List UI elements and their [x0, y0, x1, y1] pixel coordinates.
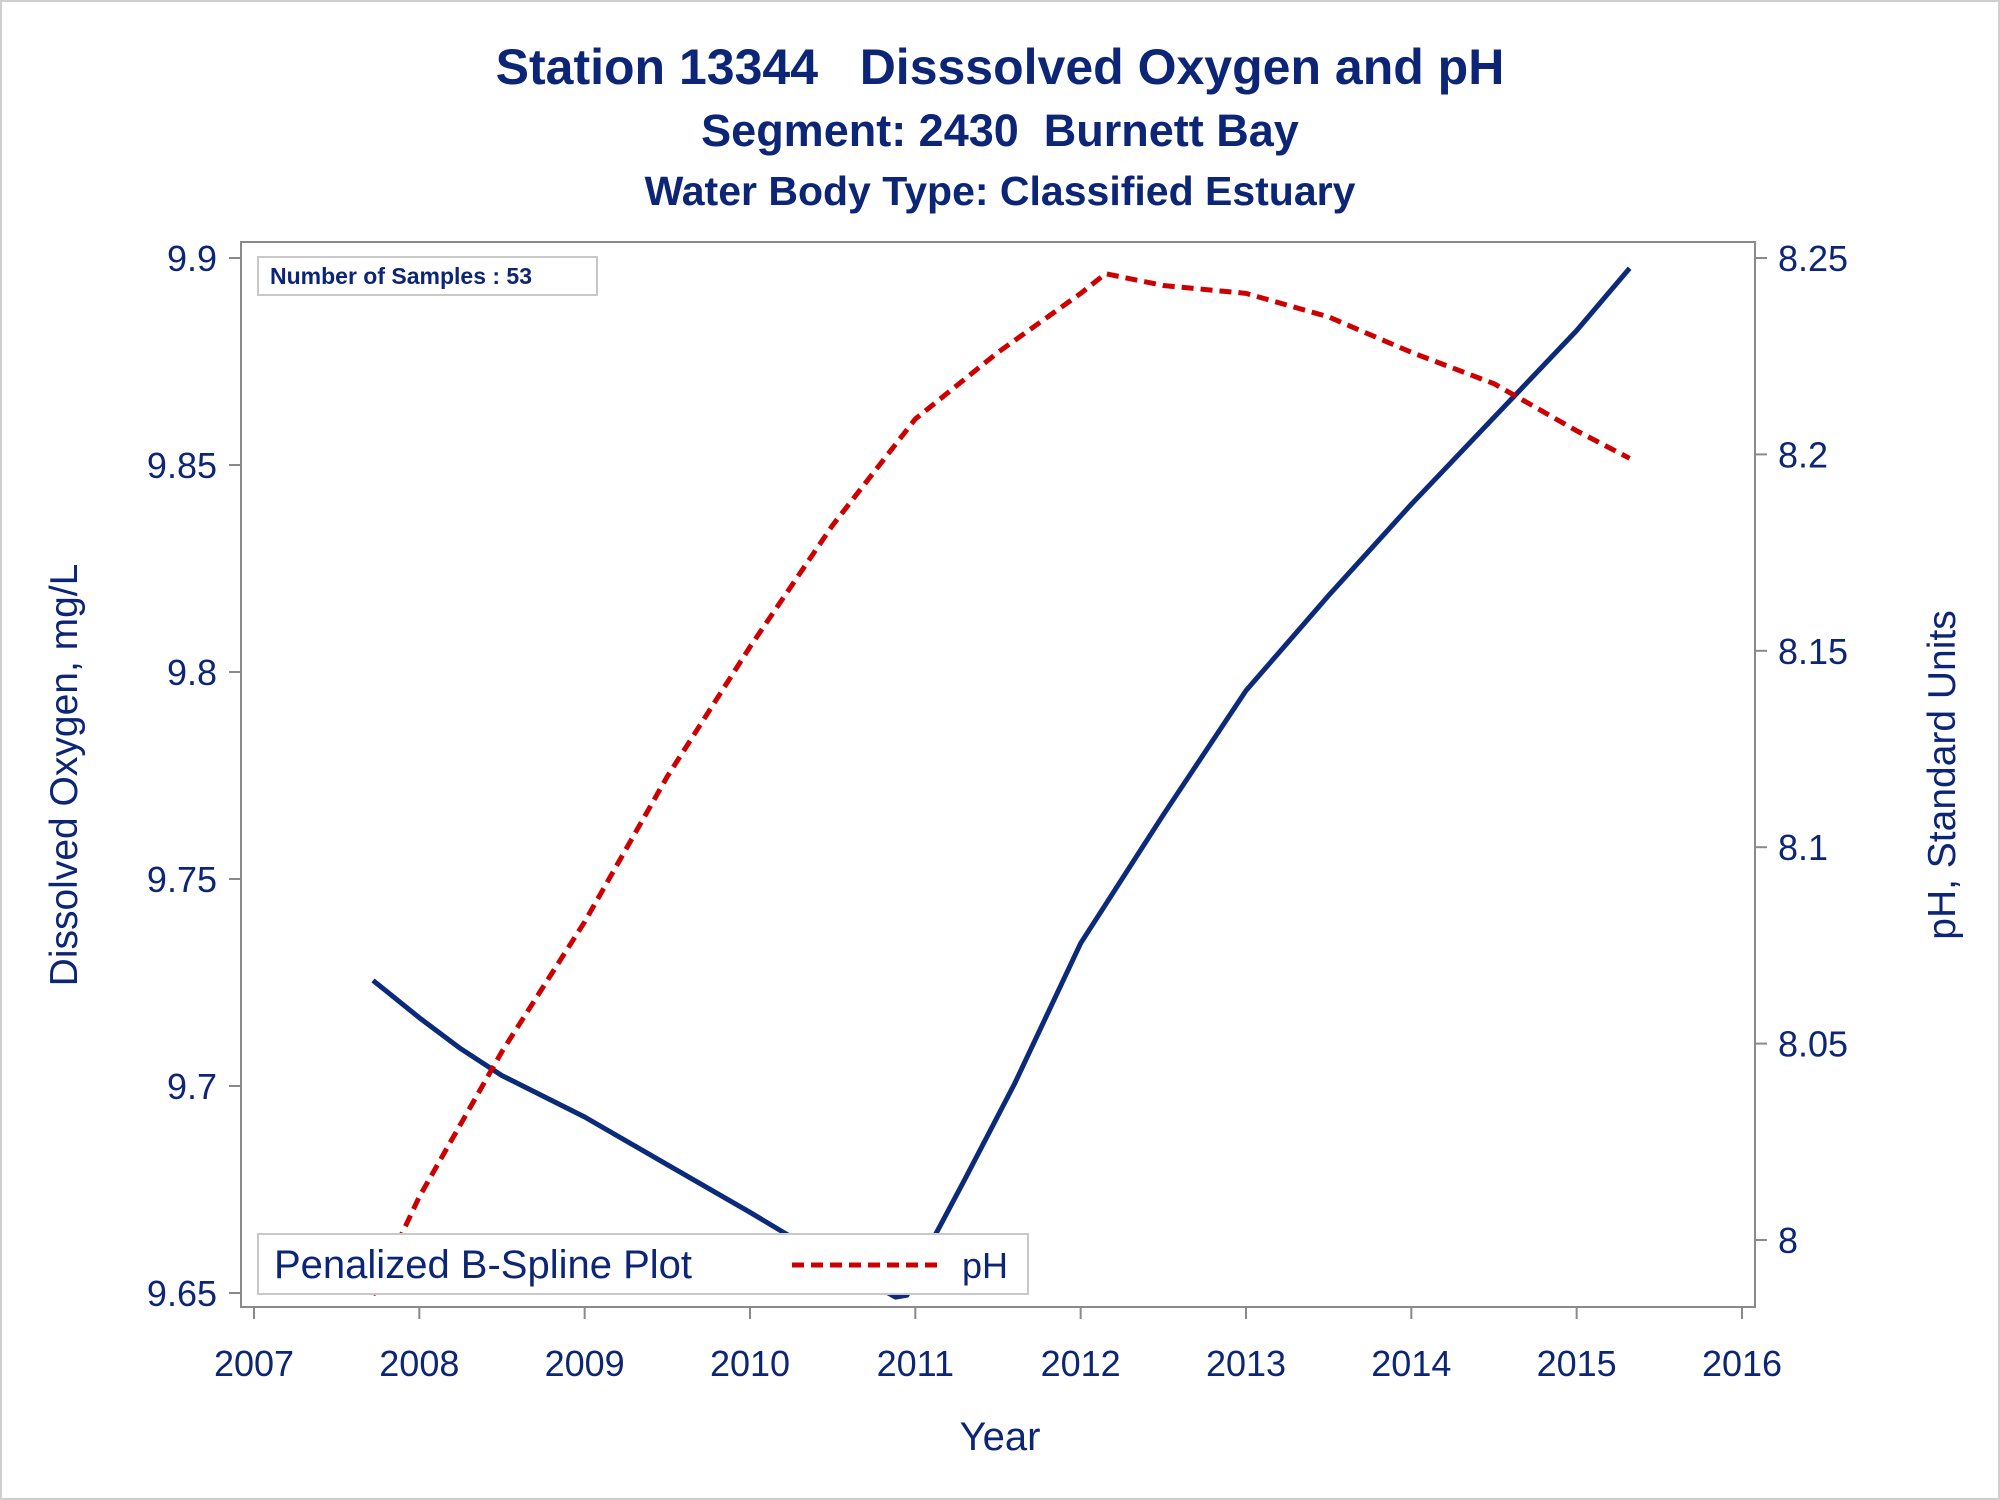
x-tick-label-2012: 2012 [1041, 1343, 1121, 1384]
y-right-tick-label-8.05: 8.05 [1778, 1024, 1848, 1065]
y-left-tick-label-9.75: 9.75 [147, 859, 217, 900]
chart-subtitle-segment: Segment: 2430 Burnett Bay [701, 105, 1299, 156]
y-left-tick-label-9.8: 9.8 [167, 652, 217, 693]
y-left-tick-label-9.65: 9.65 [147, 1273, 217, 1314]
legend-entry-ph: pH [962, 1245, 1008, 1286]
x-tick-label-2016: 2016 [1702, 1343, 1782, 1384]
legend-frame [257, 1233, 1029, 1295]
x-tick-label-2008: 2008 [379, 1343, 459, 1384]
y-left-tick-label-9.7: 9.7 [167, 1066, 217, 1107]
y-right-tick-label-8.2: 8.2 [1778, 434, 1828, 475]
y-axis-left-label: Dissolved Oxygen, mg/L [43, 564, 86, 987]
chart-subtitle-water-body: Water Body Type: Classified Estuary [644, 168, 1356, 214]
y-axis-left: 9.65 9.7 9.75 9.8 9.85 9.9 [147, 238, 241, 1314]
plot-area [240, 241, 1756, 1308]
y-right-tick-label-8.15: 8.15 [1778, 631, 1848, 672]
x-axis: 2007 2008 2009 2010 2011 2012 2013 2014 2015 2016 [214, 1307, 1782, 1384]
sample-count-box: Number of Samples : 53 [257, 256, 598, 296]
legend: Penalized B-Spline Plot pH [257, 1233, 1029, 1295]
x-tick-label-2011: 2011 [877, 1343, 954, 1384]
y-left-tick-label-9.85: 9.85 [147, 445, 217, 486]
x-tick-label-2009: 2009 [545, 1343, 625, 1384]
y-right-tick-label-8: 8 [1778, 1220, 1798, 1261]
x-tick-label-2014: 2014 [1371, 1343, 1451, 1384]
chart-title: Station 13344 Disssolved Oxygen and pH [495, 39, 1505, 95]
x-tick-label-2013: 2013 [1206, 1343, 1286, 1384]
x-axis-label: Year [960, 1415, 1041, 1459]
x-tick-label-2007: 2007 [214, 1343, 294, 1384]
sample-count-frame [257, 256, 598, 296]
y-axis-right: 8 8.05 8.1 8.15 8.2 8.25 [1755, 238, 1848, 1261]
y-right-tick-label-8.1: 8.1 [1778, 827, 1828, 868]
x-tick-label-2010: 2010 [710, 1343, 790, 1384]
y-left-tick-label-9.9: 9.9 [167, 238, 217, 279]
y-axis-right-label: pH, Standard Units [1921, 610, 1964, 940]
legend-title: Penalized B-Spline Plot [274, 1243, 692, 1287]
x-tick-label-2015: 2015 [1537, 1343, 1617, 1384]
y-right-tick-label-8.25: 8.25 [1778, 238, 1848, 279]
sample-count-text: Number of Samples : 53 [270, 263, 532, 289]
ph-series-line [370, 271, 1631, 1297]
